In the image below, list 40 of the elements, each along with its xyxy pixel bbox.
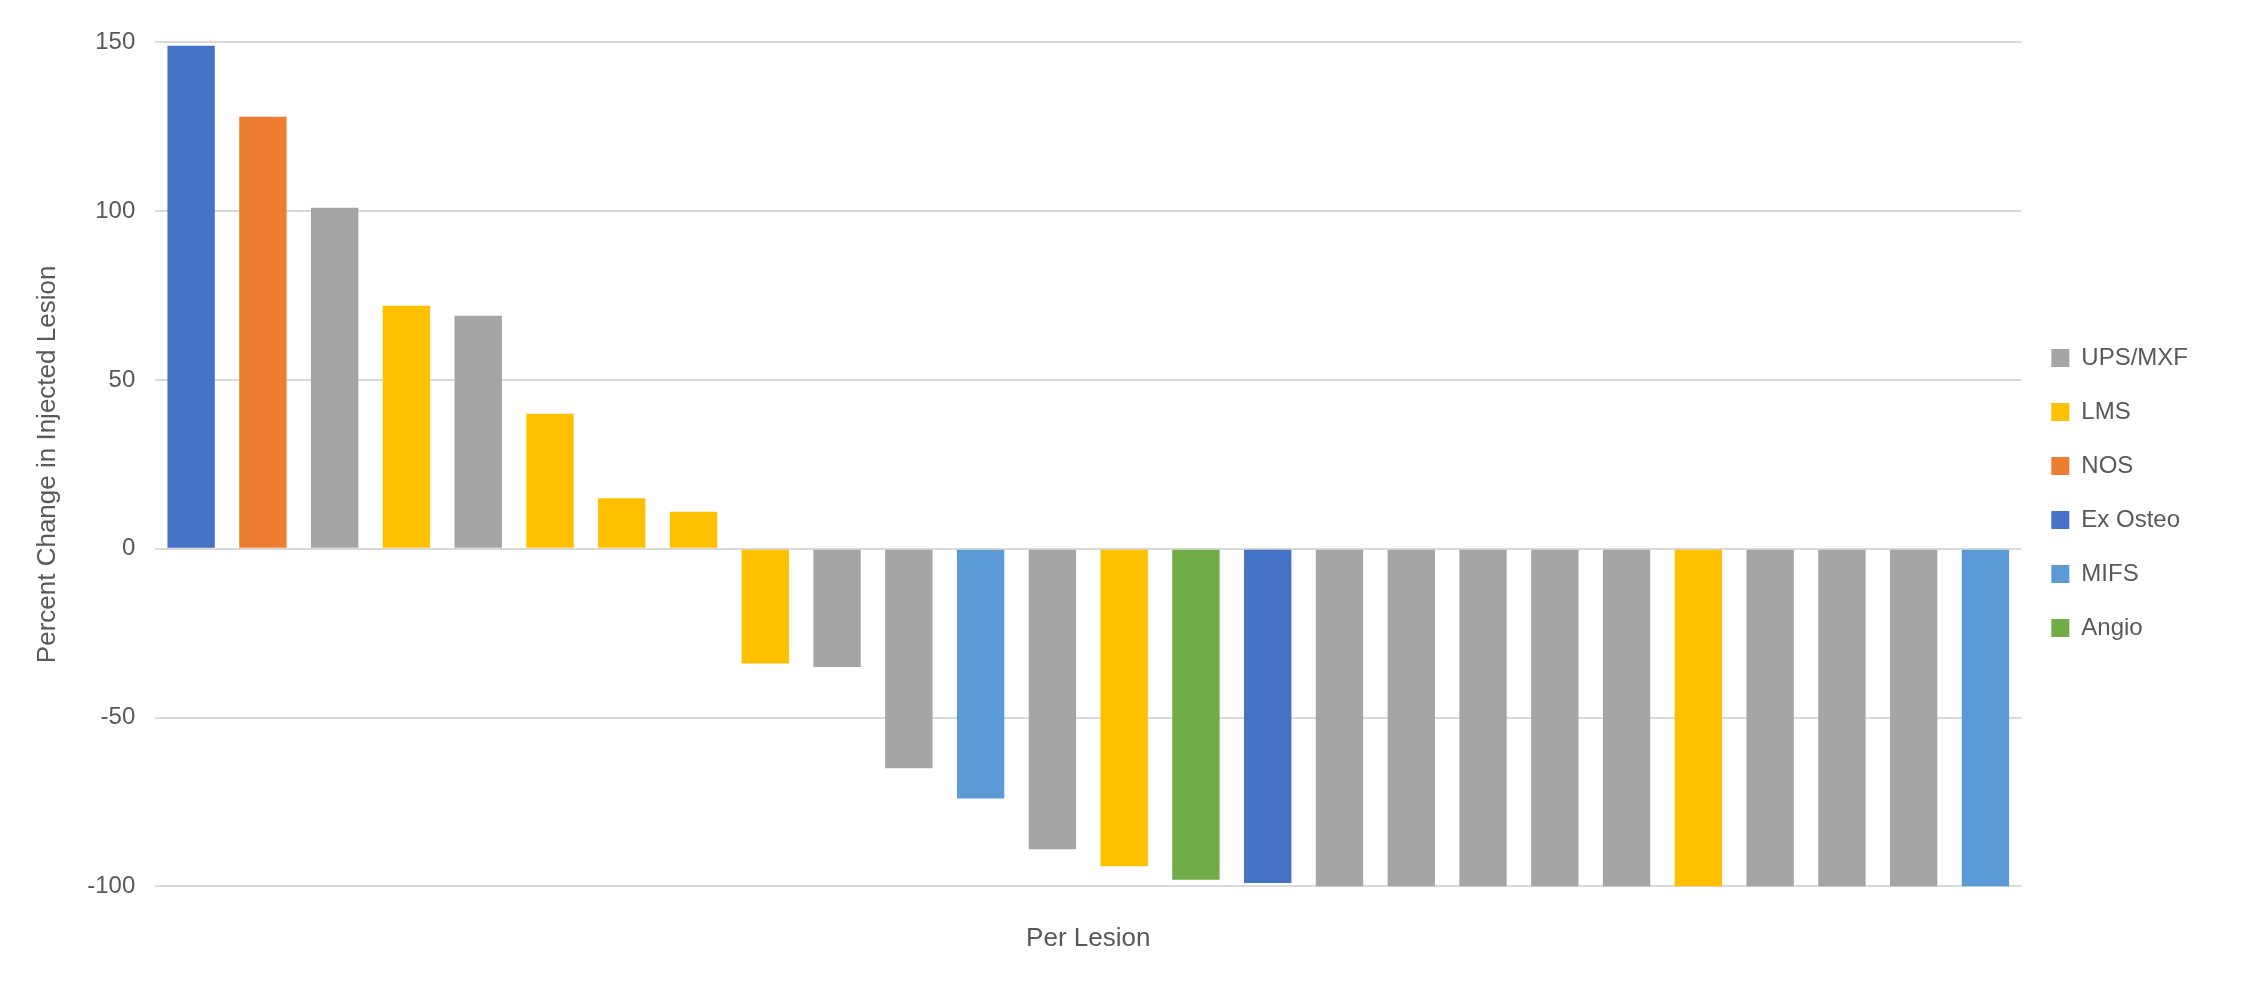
legend-label: Angio — [2081, 612, 2143, 640]
bar — [310, 207, 359, 548]
bar — [167, 45, 215, 548]
bar — [1889, 549, 1938, 887]
legend-label: Ex Osteo — [2081, 504, 2181, 532]
y-tick-label: -50 — [100, 702, 136, 730]
bar — [1961, 549, 2010, 887]
bar — [956, 549, 1005, 799]
bar — [382, 305, 431, 548]
bar — [1315, 549, 1364, 887]
bar — [1818, 549, 1866, 887]
y-tick-label: -100 — [87, 871, 136, 899]
y-tick-label: 150 — [95, 27, 136, 55]
bar — [1100, 549, 1148, 867]
bar — [598, 498, 646, 548]
bar — [1028, 549, 1077, 850]
bar — [239, 116, 287, 548]
bar — [1531, 549, 1579, 887]
legend-label: LMS — [2081, 396, 2131, 424]
bar — [1459, 549, 1507, 887]
bar — [1172, 549, 1220, 880]
legend-label: NOS — [2081, 450, 2134, 478]
bar — [526, 413, 574, 548]
y-tick-label: 0 — [121, 533, 136, 561]
bar — [741, 549, 789, 664]
y-tick-label: 100 — [95, 195, 136, 223]
bar — [885, 549, 933, 769]
y-tick-label: 50 — [108, 364, 136, 392]
bar — [813, 549, 861, 667]
bar — [1387, 549, 1435, 887]
bar — [1602, 549, 1651, 887]
bar — [1244, 549, 1292, 884]
legend-label: MIFS — [2081, 558, 2139, 586]
bar — [1746, 549, 1794, 887]
bar — [1674, 549, 1723, 887]
bar — [669, 511, 718, 548]
bar — [454, 315, 502, 548]
x-axis-title: Per Lesion — [1026, 921, 1151, 952]
legend-label: UPS/MXF — [2081, 342, 2189, 370]
y-axis-title: Percent Change in Injected Lesion — [30, 265, 61, 664]
